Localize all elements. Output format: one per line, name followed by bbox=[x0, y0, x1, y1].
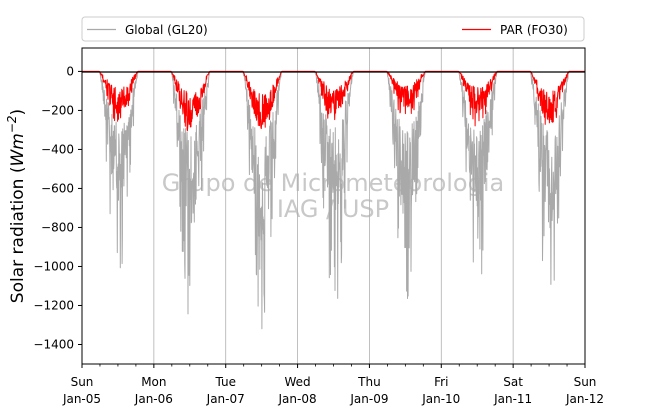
x-tick-label-date: Jan-10 bbox=[421, 392, 460, 406]
x-tick-label-day: Thu bbox=[357, 375, 381, 389]
y-tick-label: −600 bbox=[41, 181, 74, 195]
watermark-line-2: IAG / USP bbox=[277, 195, 389, 223]
legend-label-par: PAR (FO30) bbox=[500, 23, 568, 37]
x-tick-label-day: Sat bbox=[503, 375, 523, 389]
y-tick-label: 0 bbox=[66, 64, 74, 78]
x-tick-label-day: Sun bbox=[574, 375, 597, 389]
x-tick-label-day: Fri bbox=[434, 375, 448, 389]
y-tick-label: −800 bbox=[41, 220, 74, 234]
y-tick-label: −1000 bbox=[33, 259, 74, 273]
x-axis: Sun Jan-05 Mon Jan-06 Tue Jan-07 Wed Jan-08 Thu J… bbox=[62, 364, 604, 406]
y-tick-label: −1200 bbox=[33, 298, 74, 312]
x-tick-label-date: Jan-08 bbox=[278, 392, 317, 406]
y-tick-label: −200 bbox=[41, 103, 74, 117]
y-axis-label: Solar radiation (Wm−2) bbox=[5, 109, 28, 303]
x-tick-label-date: Jan-07 bbox=[206, 392, 245, 406]
x-tick-label-date: Jan-06 bbox=[134, 392, 173, 406]
legend-frame bbox=[81, 16, 585, 42]
x-tick-label-day: Wed bbox=[284, 375, 310, 389]
x-tick-label-day: Mon bbox=[141, 375, 166, 389]
grid-lines bbox=[153, 48, 514, 364]
x-tick-label-date: Jan-12 bbox=[565, 392, 604, 406]
legend-label-global: Global (GL20) bbox=[125, 23, 208, 37]
x-tick-label-date: Jan-11 bbox=[493, 392, 532, 406]
legend: Global (GL20) PAR (FO30) bbox=[81, 16, 585, 42]
y-tick-label: −400 bbox=[41, 142, 74, 156]
y-tick-label: −1400 bbox=[33, 337, 74, 351]
x-tick-label-day: Sun bbox=[71, 375, 94, 389]
x-tick-label-date: Jan-05 bbox=[62, 392, 101, 406]
x-tick-label-day: Tue bbox=[214, 375, 236, 389]
y-axis: 0 −200 −400 −600 −800 −1000 −1200 −1400 bbox=[33, 64, 82, 351]
x-tick-label-date: Jan-09 bbox=[349, 392, 388, 406]
